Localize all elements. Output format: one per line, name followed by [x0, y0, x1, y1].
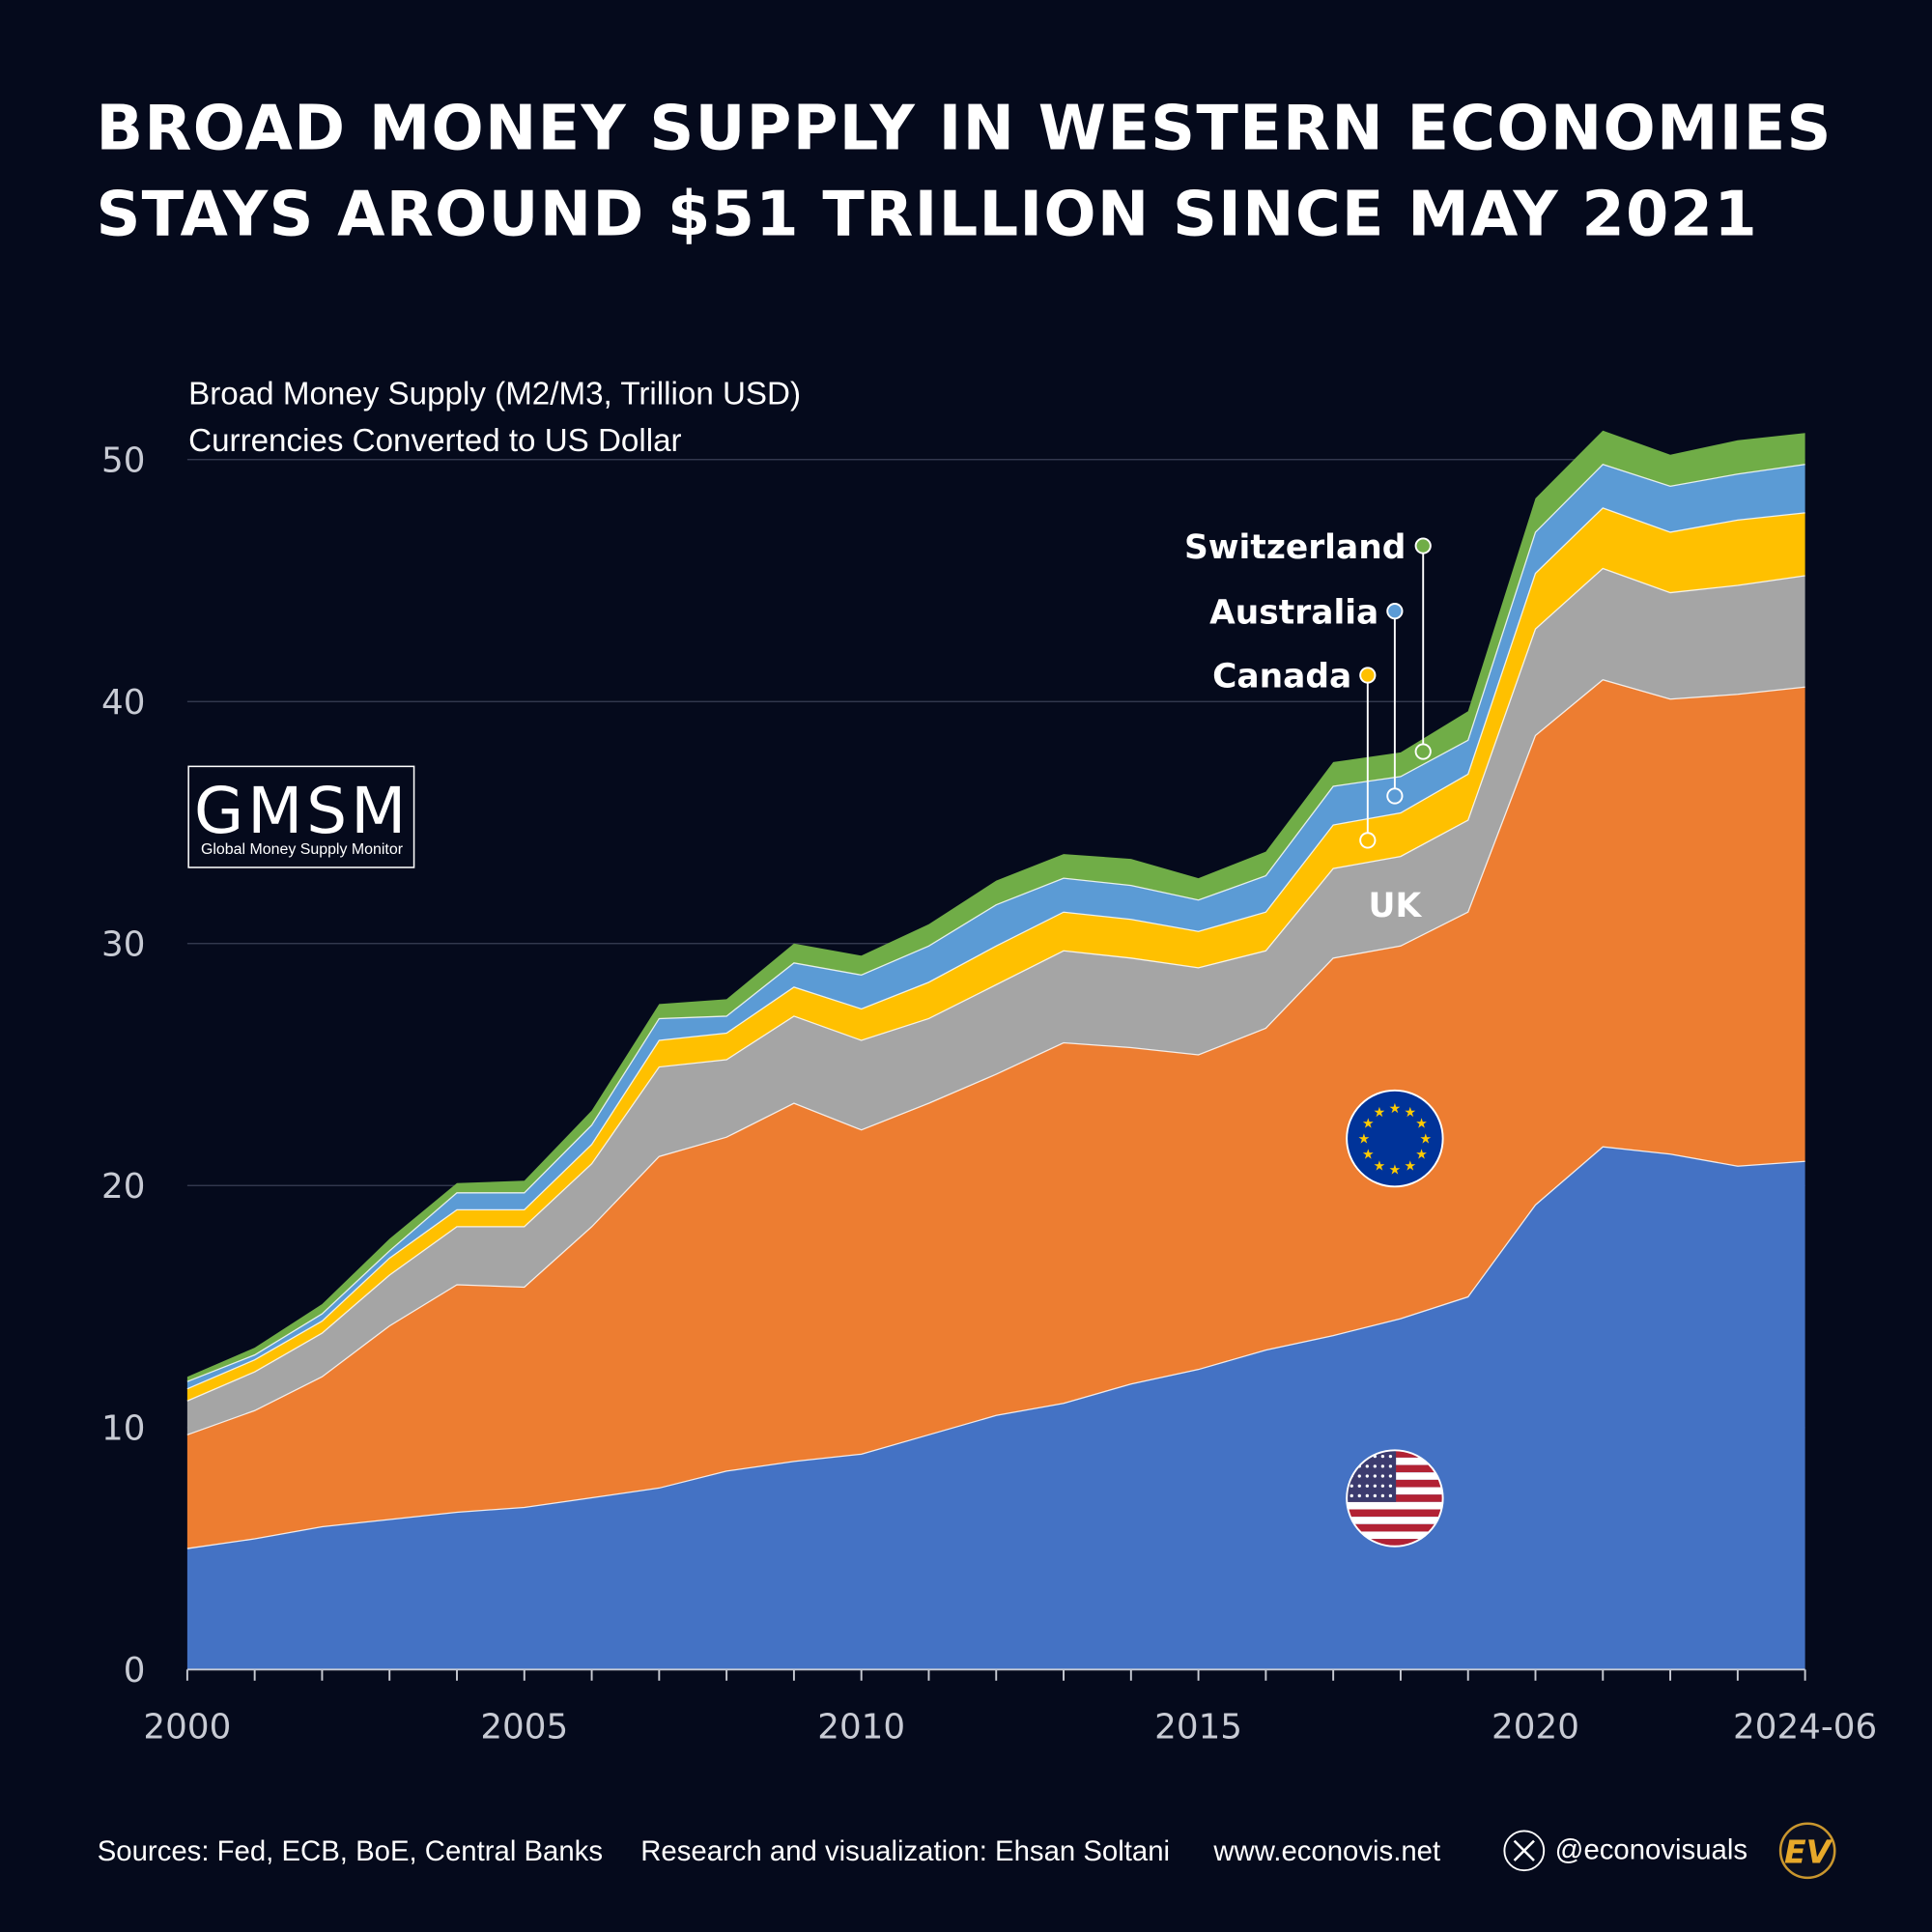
- y-axis-sublabel: Currencies Converted to US Dollar: [188, 423, 681, 459]
- boundary-line: [186, 507, 1805, 1390]
- website-link[interactable]: www.econovis.net: [1212, 1835, 1440, 1867]
- x-logo-icon[interactable]: [1503, 1830, 1546, 1872]
- y-axis: 0 10 20 30 40 50: [101, 441, 145, 1691]
- sources-text: Sources: Fed, ECB, BoE, Central Banks: [98, 1835, 603, 1867]
- y-tick-label: 30: [101, 925, 145, 965]
- x-tick-label: 2000: [143, 1708, 231, 1747]
- label-switzerland: Switzerland: [1184, 528, 1406, 567]
- x-tick-label: 2020: [1492, 1708, 1579, 1747]
- star-icon: ★: [1405, 1105, 1417, 1121]
- svg-text:EV: EV: [1784, 1833, 1833, 1871]
- area-canada: [186, 507, 1805, 1402]
- stacked-areas: [186, 430, 1805, 1670]
- title-line-1: BROAD MONEY SUPPLY IN WESTERN ECONOMIES: [96, 93, 1832, 164]
- star-icon: ★: [1374, 1105, 1386, 1121]
- x-axis: 2000 2005 2010 2015 2020 2024-06: [143, 1668, 1877, 1747]
- annotations: Switzerland Australia Canada UK ★ ★★★★★★★…: [1184, 528, 1444, 1548]
- credit-text: Research and visualization: Ehsan Soltan…: [640, 1835, 1170, 1867]
- title-line-2: STAYS AROUND $51 TRILLION SINCE MAY 2021: [96, 180, 1757, 251]
- boundary-line: [186, 679, 1805, 1435]
- y-axis-label: Broad Money Supply (M2/M3, Trillion USD): [188, 376, 801, 412]
- footer: Sources: Fed, ECB, BoE, Central Banks Re…: [98, 1822, 1836, 1880]
- gmsm-logo: GMSM Global Money Supply Monitor: [187, 765, 415, 868]
- area-uk: [186, 568, 1805, 1435]
- star-icon: ★: [1415, 1148, 1428, 1163]
- y-tick-label: 40: [101, 683, 145, 723]
- logo-sub: Global Money Supply Monitor: [201, 841, 404, 858]
- star-icon: ★: [1419, 1132, 1432, 1148]
- social-handle[interactable]: @econovisuals: [1555, 1834, 1747, 1866]
- canada-marker: [1359, 667, 1377, 684]
- x-tick-label: 2010: [817, 1708, 905, 1747]
- star-icon: ★: [1415, 1117, 1428, 1132]
- boundary-line: [186, 567, 1805, 1402]
- area-eurozone: [186, 679, 1805, 1549]
- logo-main: GMSM: [194, 773, 410, 848]
- switzerland-marker: [1414, 537, 1432, 554]
- star-icon: ★: [1362, 1117, 1375, 1132]
- y-tick-label: 10: [101, 1409, 145, 1449]
- y-tick-label: 20: [101, 1167, 145, 1207]
- boundary-line: [186, 464, 1805, 1382]
- y-tick-label: 0: [124, 1651, 146, 1690]
- star-icon: ★: [1389, 1163, 1402, 1179]
- australia-marker: [1386, 603, 1404, 620]
- area-australia: [186, 464, 1805, 1389]
- x-tick-label: 2015: [1154, 1708, 1242, 1747]
- label-uk: UK: [1369, 887, 1423, 925]
- star-icon: ★: [1374, 1158, 1386, 1174]
- label-australia: Australia: [1209, 593, 1378, 632]
- ev-brand-logo: EV: [1778, 1822, 1836, 1880]
- y-tick-label: 50: [101, 441, 145, 481]
- boundary-line: [186, 1146, 1805, 1549]
- x-tick-label: 2024-06: [1733, 1708, 1877, 1747]
- area-switzerland: [186, 430, 1805, 1382]
- star-icon: ★: [1358, 1132, 1371, 1148]
- star-icon: ★: [1362, 1148, 1375, 1163]
- x-tick-label: 2005: [480, 1708, 568, 1747]
- label-canada: Canada: [1212, 658, 1351, 696]
- star-icon: ★: [1405, 1158, 1417, 1174]
- us-flag-icon: [1346, 1449, 1444, 1548]
- eu-flag-icon: ★ ★★★★★★★★★★★: [1346, 1089, 1444, 1188]
- star-icon: ★: [1389, 1101, 1402, 1117]
